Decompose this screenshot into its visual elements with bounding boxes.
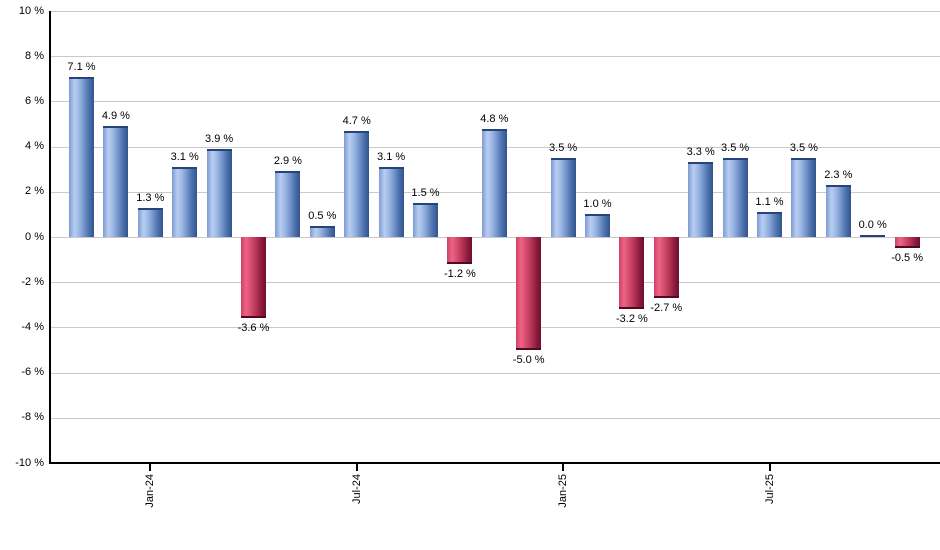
bar bbox=[722, 157, 748, 237]
gridline bbox=[50, 417, 940, 419]
bar bbox=[275, 171, 301, 237]
bar-value-label: 1.1 % bbox=[755, 196, 784, 209]
bar bbox=[791, 157, 817, 237]
bar-value-label: -5.0 % bbox=[512, 354, 545, 366]
gridline bbox=[50, 327, 940, 329]
bar bbox=[860, 235, 886, 237]
bar bbox=[585, 214, 610, 237]
bar bbox=[894, 237, 920, 249]
y-tick-label: 6 % bbox=[25, 94, 44, 107]
bar-value-label: 3.1 % bbox=[170, 150, 199, 163]
bar bbox=[206, 148, 232, 237]
bar-value-label: 3.1 % bbox=[377, 150, 406, 163]
y-tick-label: 8 % bbox=[25, 49, 44, 62]
bar bbox=[413, 203, 438, 237]
x-tick-mark bbox=[355, 463, 358, 471]
x-tick-label-text: Jan-25 bbox=[557, 474, 570, 508]
bar-value-label: 3.9 % bbox=[205, 132, 234, 145]
bar bbox=[688, 162, 714, 237]
bar bbox=[447, 237, 473, 265]
bar-value-label: -2.7 % bbox=[650, 302, 683, 315]
y-tick-label: 0 % bbox=[25, 230, 44, 243]
bar bbox=[757, 212, 782, 237]
bar bbox=[69, 76, 94, 237]
bar-value-label: 2.3 % bbox=[824, 169, 853, 182]
bar-value-label: 0.5 % bbox=[308, 209, 337, 222]
bar-value-label: 1.0 % bbox=[583, 198, 612, 211]
x-tick-label-text: Jul-25 bbox=[763, 474, 776, 504]
y-tick-label: -6 % bbox=[21, 366, 44, 379]
bar bbox=[241, 237, 266, 319]
bar-value-label: 1.5 % bbox=[411, 187, 440, 200]
bar-value-label: 1.3 % bbox=[136, 191, 165, 204]
bar-value-label: 3.5 % bbox=[721, 141, 750, 154]
bar bbox=[172, 166, 198, 237]
gridline bbox=[50, 372, 940, 374]
bar bbox=[378, 166, 404, 237]
bar bbox=[137, 207, 163, 237]
bar bbox=[550, 157, 576, 237]
x-tick-label-text: Jul-24 bbox=[350, 474, 363, 504]
bar-value-label: 4.8 % bbox=[480, 112, 509, 125]
bar-value-label: -0.5 % bbox=[891, 252, 923, 265]
bar-value-label: 3.5 % bbox=[549, 141, 578, 154]
bar-value-label: 3.3 % bbox=[686, 146, 715, 159]
bar bbox=[516, 237, 542, 350]
x-axis-line bbox=[49, 462, 940, 464]
y-axis-line bbox=[48, 11, 51, 464]
bar bbox=[309, 225, 335, 237]
y-tick-label: 2 % bbox=[25, 185, 44, 198]
x-tick-mark bbox=[149, 463, 152, 471]
bar-value-label: -3.6 % bbox=[237, 322, 270, 335]
gridline bbox=[50, 11, 940, 12]
gridline bbox=[50, 101, 940, 103]
x-tick-mark bbox=[562, 463, 565, 471]
bar-value-label: 3.5 % bbox=[789, 141, 818, 154]
y-tick-label: -10 % bbox=[15, 456, 44, 469]
y-tick-label: 10 % bbox=[18, 4, 44, 17]
gridline bbox=[50, 56, 940, 58]
gridline bbox=[50, 237, 940, 238]
bar-value-label: -3.2 % bbox=[615, 313, 648, 326]
y-tick-label: 4 % bbox=[25, 140, 44, 153]
bar-value-label: 2.9 % bbox=[273, 155, 302, 168]
bar-value-label: 0.0 % bbox=[858, 219, 887, 231]
bar bbox=[825, 185, 851, 237]
x-tick-label: Jan-25 bbox=[554, 474, 572, 544]
y-tick-label: -4 % bbox=[21, 320, 44, 333]
bar bbox=[481, 128, 507, 237]
bar-value-label: -1.2 % bbox=[443, 268, 476, 281]
bar bbox=[344, 130, 370, 237]
x-tick-label-text: Jan-24 bbox=[144, 474, 157, 508]
y-tick-label: -8 % bbox=[21, 411, 44, 424]
x-tick-label: Jul-25 bbox=[761, 474, 779, 544]
bar-value-label: 4.9 % bbox=[101, 110, 130, 123]
bar bbox=[653, 237, 679, 299]
gridline bbox=[50, 282, 940, 284]
bar bbox=[619, 237, 645, 310]
bar bbox=[103, 126, 129, 237]
y-tick-label: -2 % bbox=[21, 275, 44, 288]
x-tick-label: Jan-24 bbox=[141, 474, 159, 544]
x-tick-label: Jul-24 bbox=[348, 474, 366, 544]
bar-value-label: 7.1 % bbox=[67, 60, 96, 73]
bar-value-label: 4.7 % bbox=[342, 114, 371, 127]
x-tick-mark bbox=[768, 463, 771, 471]
